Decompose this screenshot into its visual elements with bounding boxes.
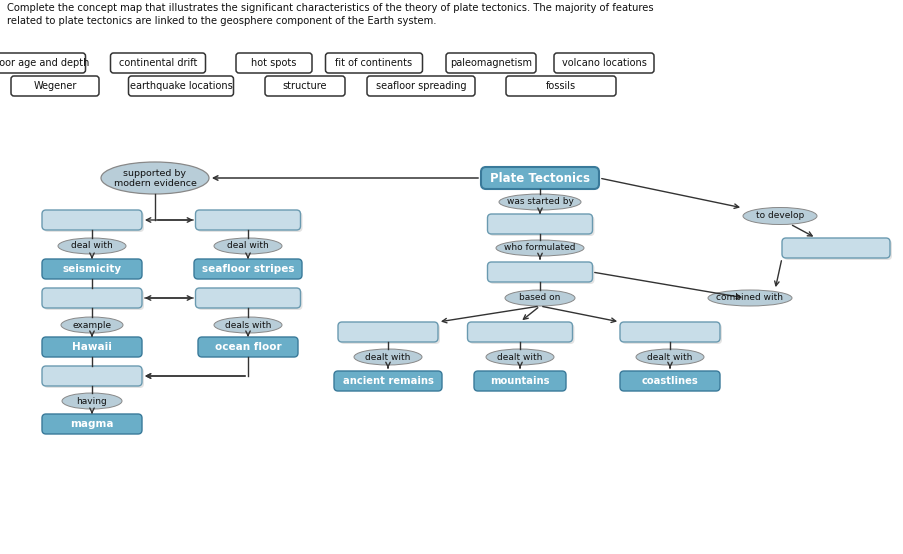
Text: having: having [77,397,107,406]
Ellipse shape [505,290,574,306]
Ellipse shape [101,162,209,194]
Text: dealt with: dealt with [497,352,542,362]
Text: mountains: mountains [489,376,549,386]
FancyBboxPatch shape [338,322,438,342]
FancyBboxPatch shape [44,368,144,388]
FancyBboxPatch shape [195,210,300,230]
FancyBboxPatch shape [42,210,142,230]
Ellipse shape [62,393,122,409]
Ellipse shape [707,290,791,306]
Text: dealt with: dealt with [647,352,692,362]
Text: coastlines: coastlines [641,376,698,386]
FancyBboxPatch shape [781,238,889,258]
Ellipse shape [58,238,126,254]
Text: Wegener: Wegener [33,81,77,91]
FancyBboxPatch shape [42,414,142,434]
FancyBboxPatch shape [236,53,312,73]
FancyBboxPatch shape [44,290,144,310]
Text: earthquake locations: earthquake locations [129,81,232,91]
FancyBboxPatch shape [619,371,719,391]
FancyBboxPatch shape [42,366,142,386]
FancyBboxPatch shape [487,262,591,282]
FancyBboxPatch shape [554,53,653,73]
FancyBboxPatch shape [195,288,300,308]
Text: deal with: deal with [227,242,268,250]
FancyBboxPatch shape [42,259,142,279]
Text: hot spots: hot spots [251,58,296,68]
Ellipse shape [214,317,282,333]
Text: deals with: deals with [225,321,271,330]
FancyBboxPatch shape [445,53,535,73]
FancyBboxPatch shape [489,216,594,236]
FancyBboxPatch shape [265,76,345,96]
FancyBboxPatch shape [621,324,721,344]
Text: seafloor age and depth: seafloor age and depth [0,58,89,68]
Text: structure: structure [283,81,327,91]
Text: volcano locations: volcano locations [561,58,646,68]
Ellipse shape [61,317,123,333]
FancyBboxPatch shape [480,167,599,189]
Ellipse shape [498,194,581,210]
Text: combined with: combined with [716,294,783,302]
FancyBboxPatch shape [469,324,574,344]
Text: ancient remains: ancient remains [342,376,433,386]
FancyBboxPatch shape [197,212,303,232]
FancyBboxPatch shape [198,337,298,357]
Text: Plate Tectonics: Plate Tectonics [489,172,590,184]
FancyBboxPatch shape [489,264,594,284]
FancyBboxPatch shape [367,76,474,96]
FancyBboxPatch shape [128,76,233,96]
FancyBboxPatch shape [197,290,303,310]
Ellipse shape [636,349,703,365]
Ellipse shape [486,349,554,365]
FancyBboxPatch shape [325,53,422,73]
Text: seafloor stripes: seafloor stripes [201,264,293,274]
Text: paleomagnetism: paleomagnetism [450,58,531,68]
Text: modern evidence: modern evidence [114,178,196,187]
FancyBboxPatch shape [194,259,302,279]
FancyBboxPatch shape [340,324,440,344]
Text: fit of continents: fit of continents [335,58,412,68]
Text: fossils: fossils [545,81,575,91]
Text: magma: magma [70,419,114,429]
Text: Hawaii: Hawaii [72,342,112,352]
Ellipse shape [742,208,816,224]
FancyBboxPatch shape [473,371,565,391]
Text: supported by: supported by [124,168,186,177]
FancyBboxPatch shape [333,371,442,391]
FancyBboxPatch shape [467,322,572,342]
FancyBboxPatch shape [506,76,615,96]
FancyBboxPatch shape [42,288,142,308]
FancyBboxPatch shape [42,337,142,357]
FancyBboxPatch shape [783,240,891,260]
Text: based on: based on [518,294,560,302]
Text: Complete the concept map that illustrates the significant characteristics of the: Complete the concept map that illustrate… [7,3,653,26]
Text: dealt with: dealt with [365,352,410,362]
Text: to develop: to develop [755,212,804,220]
FancyBboxPatch shape [11,76,99,96]
Text: seafloor spreading: seafloor spreading [376,81,466,91]
FancyBboxPatch shape [44,212,144,232]
Text: seismicity: seismicity [62,264,121,274]
Text: example: example [72,321,111,330]
Text: deal with: deal with [71,242,113,250]
Text: continental drift: continental drift [118,58,197,68]
Ellipse shape [496,240,583,256]
FancyBboxPatch shape [487,214,591,234]
FancyBboxPatch shape [619,322,719,342]
Text: who formulated: who formulated [504,244,575,253]
Text: was started by: was started by [506,197,573,207]
FancyBboxPatch shape [0,53,86,73]
Ellipse shape [354,349,422,365]
FancyBboxPatch shape [110,53,205,73]
Ellipse shape [214,238,282,254]
Text: ocean floor: ocean floor [214,342,281,352]
